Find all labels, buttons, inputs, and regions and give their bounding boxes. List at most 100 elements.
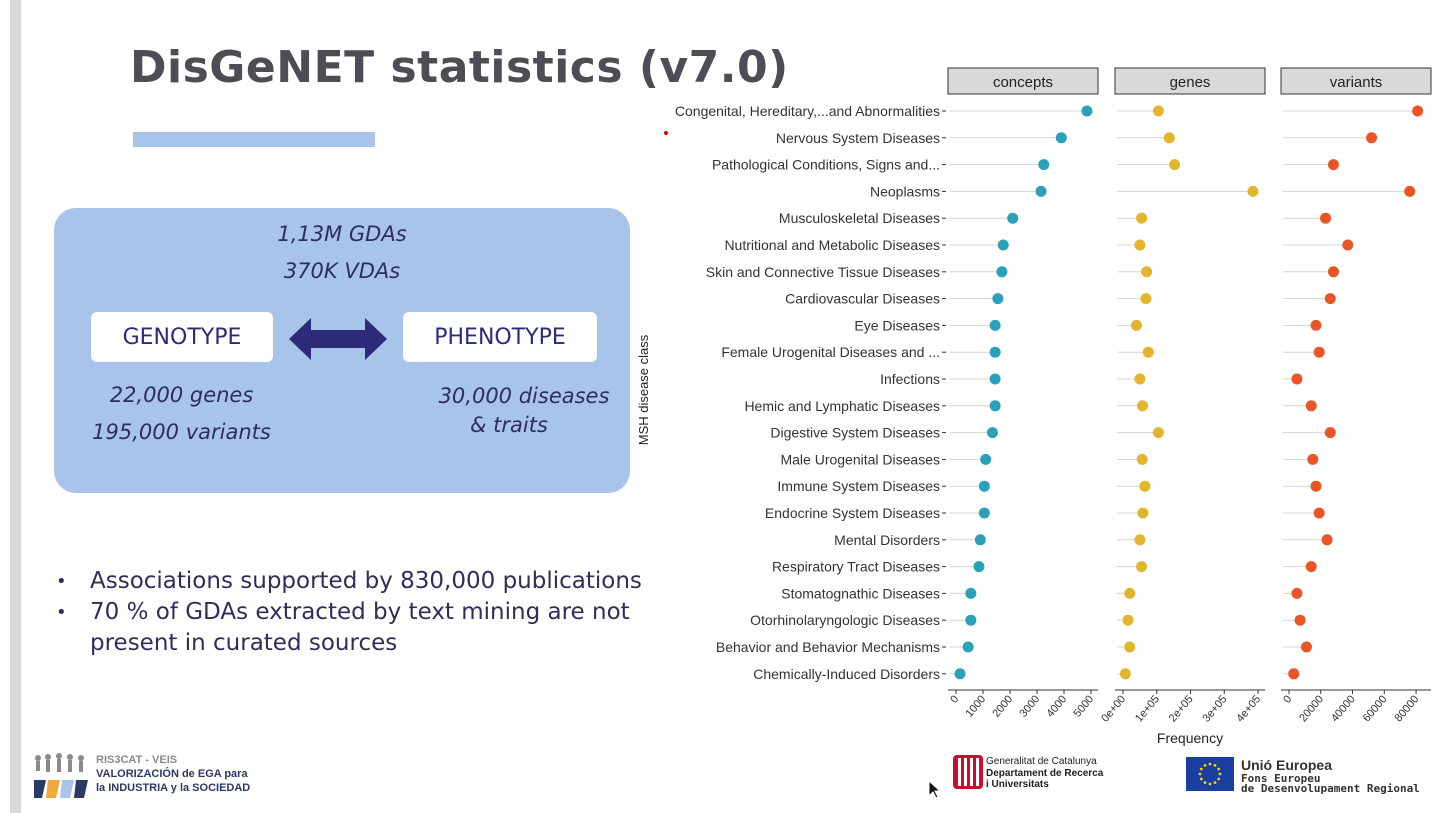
category-label: Infections — [880, 371, 940, 387]
category-label: Eye Diseases — [854, 317, 940, 333]
data-point — [1324, 293, 1336, 305]
x-tick-label: 40000 — [1329, 693, 1358, 724]
category-label: Female Urogenital Diseases and ... — [721, 344, 940, 360]
data-point — [1152, 427, 1164, 439]
x-tick-label: 80000 — [1392, 693, 1421, 724]
data-point — [989, 400, 1001, 412]
category-label: Digestive System Diseases — [770, 425, 940, 441]
title-underline — [133, 132, 375, 147]
category-label: Mental Disorders — [834, 532, 940, 548]
category-label: Immune System Diseases — [777, 478, 940, 494]
data-point — [1124, 641, 1136, 653]
data-point — [1288, 668, 1300, 680]
disease-class-chart: MSH disease class Congenital, Hereditary,… — [636, 67, 1432, 746]
slide-title: DisGeNET statistics (v7.0) — [130, 42, 789, 93]
gda-count: 1,13M GDAs — [277, 222, 407, 246]
double-arrow-icon — [289, 318, 387, 360]
data-point — [1321, 534, 1333, 546]
data-point — [1291, 587, 1303, 599]
data-point — [1310, 319, 1322, 331]
data-point — [1124, 587, 1136, 599]
panel-header — [1280, 67, 1432, 95]
data-point — [1342, 239, 1354, 251]
eu-flag-icon — [1186, 757, 1234, 791]
data-point — [965, 614, 977, 626]
data-point — [989, 319, 1001, 331]
category-label: Nervous System Diseases — [776, 130, 940, 146]
y-axis-title: MSH disease class — [636, 334, 651, 445]
x-tick-label: 2000 — [990, 693, 1015, 719]
category-label: Behavior and Behavior Mechanisms — [716, 639, 940, 655]
data-point — [1305, 561, 1317, 573]
data-point — [980, 453, 992, 465]
data-point — [992, 293, 1004, 305]
data-point — [973, 561, 985, 573]
data-point — [1300, 641, 1312, 653]
data-point — [1119, 668, 1131, 680]
vda-count: 370K VDAs — [283, 259, 401, 283]
x-tick-label: 0e+00 — [1099, 693, 1128, 724]
data-point — [989, 346, 1001, 358]
laser-pointer-dot — [664, 131, 668, 135]
data-point — [1139, 480, 1151, 492]
ris3cat-logo: RIS3CAT - VEIS VALORIZACIÓN de EGA para … — [32, 752, 292, 802]
data-point — [1152, 105, 1164, 117]
data-point — [1366, 132, 1378, 144]
data-point — [1137, 400, 1149, 412]
data-point — [1291, 373, 1303, 385]
data-point — [1313, 507, 1325, 519]
bullet-list: • Associations supported by 830,000 publ… — [56, 566, 676, 659]
data-point — [1038, 159, 1050, 171]
category-label: Congenital, Hereditary,...and Abnormalit… — [675, 103, 940, 119]
data-point — [986, 427, 998, 439]
x-tick-label: 60000 — [1361, 693, 1390, 724]
category-label: Stomatognathic Diseases — [781, 585, 940, 601]
category-label: Pathological Conditions, Signs and... — [712, 157, 940, 173]
data-point — [978, 480, 990, 492]
data-point — [997, 239, 1009, 251]
data-point — [1007, 212, 1019, 224]
panel-title: variants — [1330, 74, 1383, 91]
data-point — [978, 507, 990, 519]
data-point — [1294, 614, 1306, 626]
panel-title: genes — [1170, 74, 1211, 91]
x-axis-title: Frequency — [1157, 730, 1223, 746]
category-label: Chemically-Induced Disorders — [753, 666, 940, 682]
data-point — [1163, 132, 1175, 144]
x-tick-label: 20000 — [1297, 693, 1326, 724]
data-point — [1327, 266, 1339, 278]
data-point — [1141, 266, 1153, 278]
genotype-label: GENOTYPE — [91, 312, 273, 362]
category-label: Skin and Connective Tissue Diseases — [706, 264, 940, 280]
category-label: Nutritional and Metabolic Diseases — [724, 237, 940, 253]
category-label: Respiratory Tract Diseases — [772, 559, 940, 575]
data-point — [1324, 427, 1336, 439]
data-point — [1134, 373, 1146, 385]
panel-header — [947, 67, 1099, 95]
summary-box: 1,13M GDAs 370K VDAs GENOTYPE PHENOTYPE … — [54, 208, 630, 493]
data-point — [1327, 159, 1339, 171]
data-point — [1140, 293, 1152, 305]
bullet-dot-icon: • — [56, 571, 67, 592]
x-tick-label: 3e+05 — [1200, 693, 1229, 724]
left-border — [10, 0, 21, 813]
data-point — [974, 534, 986, 546]
people-logo-icon — [34, 753, 88, 798]
data-point — [1035, 185, 1047, 197]
data-point — [989, 373, 1001, 385]
traits-label: & traits — [470, 413, 548, 437]
data-point — [1142, 346, 1154, 358]
category-label: Endocrine System Diseases — [765, 505, 940, 521]
variants-count: 195,000 variants — [92, 420, 271, 444]
bullet-dot-icon: • — [56, 602, 67, 623]
x-tick-label: 0 — [1281, 693, 1294, 705]
bullet-item: • 70 % of GDAs extracted by text mining … — [56, 599, 630, 656]
data-point — [1307, 453, 1319, 465]
data-point — [1134, 534, 1146, 546]
category-label: Cardiovascular Diseases — [785, 291, 940, 307]
data-point — [1404, 185, 1416, 197]
x-tick-label: 3000 — [1017, 693, 1042, 719]
data-point — [1081, 105, 1093, 117]
bullet-item: • Associations supported by 830,000 publ… — [56, 566, 676, 597]
x-tick-label: 5000 — [1071, 693, 1096, 719]
